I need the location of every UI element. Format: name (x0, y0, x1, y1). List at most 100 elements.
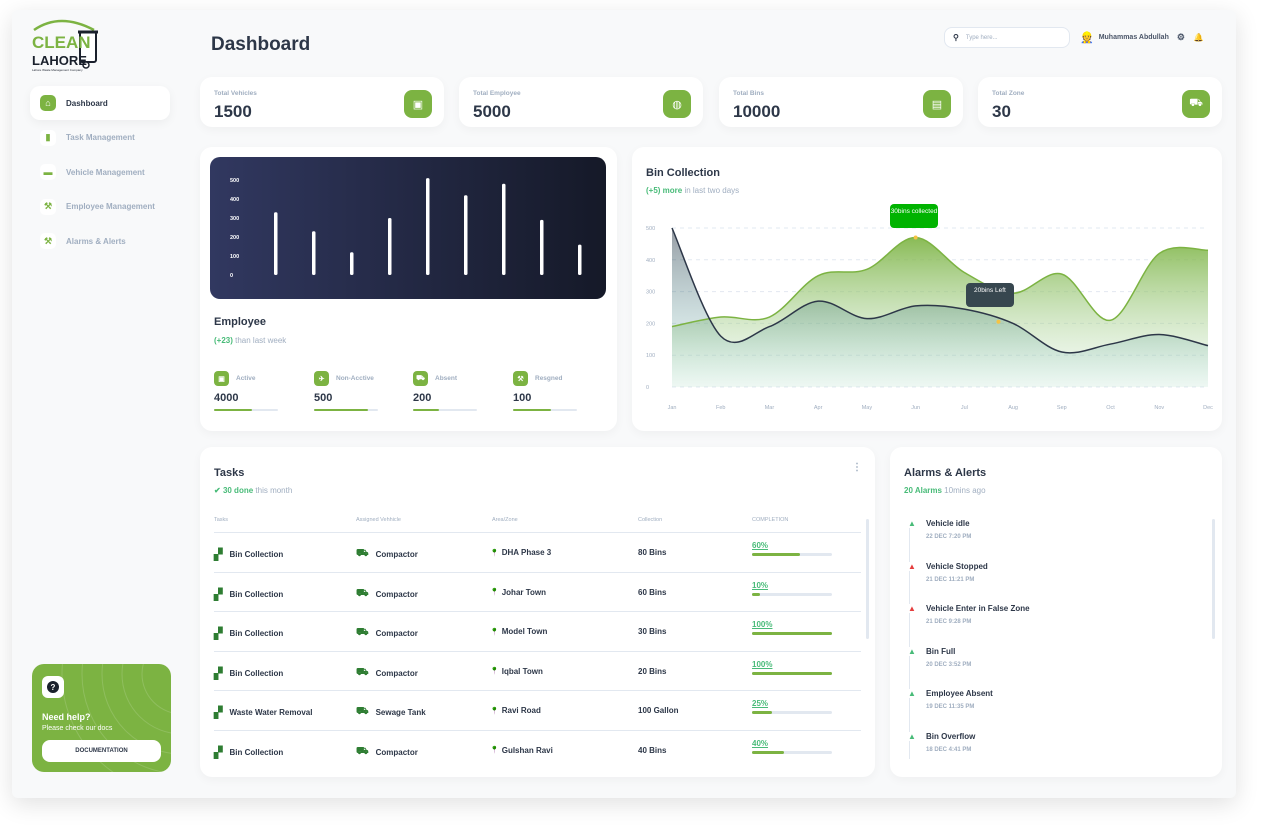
truck-icon: ⛟ (356, 666, 369, 678)
location-pin-icon: 📍 (490, 707, 499, 715)
employee-bar-chart-svg: 0 100 200 300 400 500 (230, 178, 582, 279)
search-input[interactable]: ⚲ Type here... (944, 27, 1070, 48)
user-menu[interactable]: 👷 Muhammas Abdullah ⚙ 🔔 (1080, 31, 1204, 44)
vehicle-name: Compactor (375, 589, 418, 599)
sidebar-item-label: Task Management (66, 133, 135, 142)
avatar-icon: 👷 (1080, 32, 1094, 44)
table-header-area: Area/Zone (492, 517, 518, 523)
bar-chart-icon: ▮ (40, 129, 56, 146)
table-row[interactable]: ▞ Waste Water Removal ⛟ Sewage Tank 📍 Ravi Ro… (214, 690, 861, 730)
wallet-icon: ▣ (404, 90, 432, 118)
sidebar-item-label: Alarms & Alerts (66, 236, 126, 246)
bin-collection-subtitle: (+5) more in last two days (646, 186, 739, 195)
stat-value: 30 (992, 102, 1011, 121)
completion-value: 25% (752, 699, 769, 708)
home-icon: ⌂ (40, 95, 56, 111)
sidebar-item-employee-management[interactable]: ⚒ Employee Management (30, 190, 170, 224)
sidebar-item-label: Vehicle Management (66, 167, 145, 177)
table-row[interactable]: ▞ Bin Collection ⛟ Compactor 📍 Model Town 30 B… (214, 611, 861, 651)
table-header-tasks: Tasks (214, 517, 229, 523)
help-subtitle: Please check our docs (42, 725, 113, 732)
more-options-icon[interactable]: ⋮ (852, 462, 862, 473)
sidebar-item-alarms-alerts[interactable]: ⚒ Alarms & Alerts (30, 224, 170, 258)
table-header-completion: COMPLETION (752, 517, 789, 523)
search-placeholder: Type here... (965, 34, 998, 41)
table-row[interactable]: ▞ Bin Collection ⛟ Compactor 📍 DHA Phase 3 80 … (214, 532, 861, 572)
area-y-tick: 400 (646, 258, 655, 264)
bar (578, 244, 582, 275)
task-name: Bin Collection (229, 550, 284, 559)
area-fill-series-2 (672, 228, 1208, 387)
alerts-sub-highlight: 20 Alarms (904, 486, 942, 495)
progress-bar (413, 409, 477, 411)
progress-bar (214, 409, 278, 411)
logo-text-bottom: LAHORE (32, 53, 87, 68)
completion-value: 100% (752, 620, 773, 629)
stat-card-vehicles: Total Vehicles 1500 ▣ (200, 77, 444, 127)
sidebar-item-task-management[interactable]: ▮ Task Management (30, 121, 170, 155)
area-y-tick: 0 (646, 385, 649, 391)
location-pin-icon: 📍 (490, 668, 499, 675)
help-card: ? Need help? Please check our docs DOCUM… (32, 664, 171, 772)
tooltip-collected: 30bins collected (890, 204, 938, 228)
area-name: Iqbal Town (501, 666, 543, 676)
stat-label: Non-Acctive (336, 375, 374, 382)
progress-fill (752, 750, 784, 754)
completion-value: 100% (752, 659, 773, 669)
progress-fill (752, 592, 760, 596)
bar-y-tick: 200 (230, 235, 239, 241)
gear-icon[interactable]: ⚙ (1176, 32, 1185, 42)
table-row[interactable]: ▞ Bin Collection ⛟ Compactor 📍 Johar Town 60 B… (214, 571, 861, 612)
employee-stat-resigned: ⚒ Resgned 100 (513, 371, 593, 411)
bin-icon: ▞ (214, 667, 223, 680)
completion-cell: 25% (752, 699, 832, 714)
scrollbar[interactable] (1212, 519, 1215, 639)
alerts-title: Alarms & Alerts (904, 467, 987, 479)
collection-value: 20 Bins (638, 666, 667, 676)
progress-fill (513, 409, 552, 411)
documentation-button[interactable]: DOCUMENTATION (42, 740, 161, 762)
bar-y-tick: 300 (230, 216, 239, 222)
page-title: Dashboard (211, 34, 311, 55)
alert-title: Vehicle Stopped (926, 561, 988, 571)
bar-y-tick: 100 (230, 254, 239, 260)
area-x-tick: Oct (1106, 405, 1115, 411)
bell-icon[interactable]: 🔔 (1193, 33, 1204, 42)
truck-icon: ⛟ (356, 745, 369, 757)
area-name: DHA Phase 3 (501, 548, 552, 557)
bell-icon: ▲ (908, 519, 916, 528)
collection-value: 40 Bins (638, 745, 667, 755)
alert-date: 22 DEC 7:20 PM (926, 534, 972, 540)
highlight-point[interactable] (996, 319, 1001, 324)
sidebar-item-label: Dashboard (66, 98, 108, 108)
bar (464, 195, 468, 275)
task-name: Bin Collection (229, 668, 284, 678)
truck-icon: ⛟ (356, 548, 369, 559)
bar (350, 252, 354, 275)
table-row[interactable]: ▞ Bin Collection ⛟ Compactor 📍 Gulshan Ravi 40… (214, 729, 861, 770)
tooltip-left: 20bins Left (966, 283, 1014, 307)
table-row[interactable]: ▞ Bin Collection ⛟ Compactor 📍 Iqbal Town 20 B… (214, 650, 861, 691)
progress-bar (513, 409, 577, 411)
location-pin-icon: 📍 (490, 628, 499, 636)
bar (312, 231, 316, 275)
alert-date: 19 DEC 11:35 PM (926, 704, 975, 710)
vehicle-name: Compactor (375, 629, 418, 638)
scrollbar[interactable] (866, 519, 869, 639)
bin-sub-rest: in last two days (682, 186, 740, 195)
stat-label: Total Bins (733, 90, 764, 97)
area-x-tick: Sep (1057, 405, 1067, 411)
area-x-tick: May (862, 405, 873, 411)
alert-title: Employee Absent (926, 689, 993, 698)
bin-icon: ▞ (214, 707, 223, 719)
area-y-tick: 200 (646, 321, 655, 327)
sidebar-item-vehicle-management[interactable]: ▬ Vehicle Management (30, 155, 170, 189)
sidebar-item-label: Employee Management (66, 202, 155, 211)
sidebar-item-dashboard[interactable]: ⌂ Dashboard (30, 86, 170, 120)
stat-label: Total Vehicles (214, 90, 257, 97)
area-x-tick: Jan (668, 405, 677, 411)
highlight-point[interactable] (913, 235, 918, 240)
completion-cell: 60% (752, 541, 832, 556)
card-icon: ▬ (40, 164, 56, 180)
alert-title: Vehicle Enter in False Zone (926, 604, 1030, 613)
